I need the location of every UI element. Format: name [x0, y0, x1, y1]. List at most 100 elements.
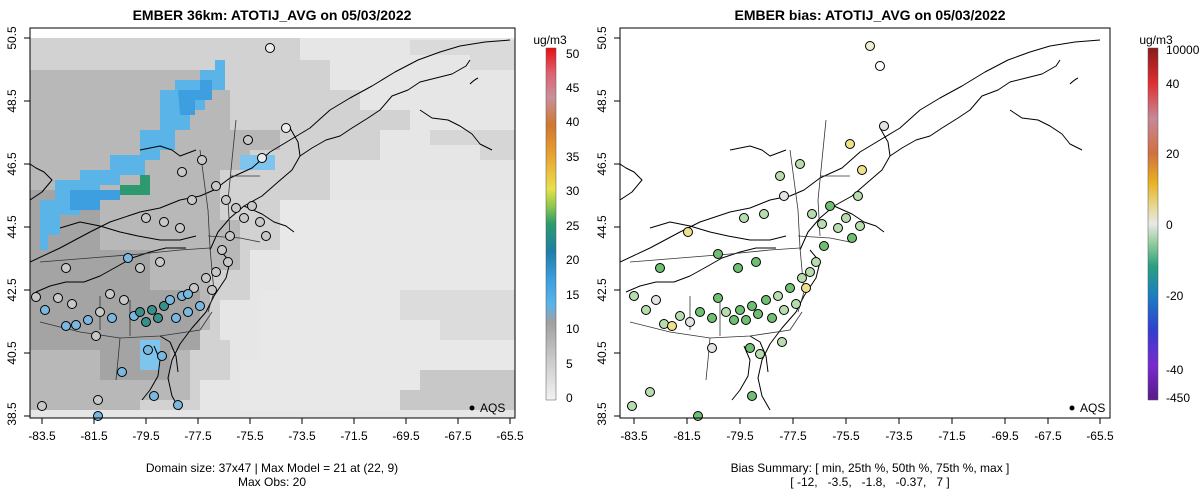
bias-marker: [795, 159, 805, 169]
aqs-marker: [261, 231, 271, 241]
bias-marker: [865, 41, 875, 51]
aqs-marker: [239, 213, 249, 223]
bias-marker: [805, 267, 815, 277]
x-tick-label: -73.5: [288, 429, 316, 443]
bias-marker: [811, 257, 821, 267]
aqs-marker: [211, 181, 221, 191]
aqs-marker: [165, 295, 175, 305]
aqs-marker: [189, 283, 199, 293]
colorbar-tick: 35: [566, 150, 580, 164]
bias-marker: [667, 321, 677, 331]
right-legend-label: AQS: [1080, 401, 1105, 415]
bias-marker: [713, 249, 723, 259]
bias-marker: [767, 313, 777, 323]
right-map-lines: [620, 39, 1101, 411]
y-tick-label: 46.5: [5, 152, 19, 176]
bias-marker: [845, 139, 855, 149]
bias-marker: [753, 309, 763, 319]
bias-marker: [759, 209, 769, 219]
left-panel: EMBER 36km: ATOTIJ_AVG on 05/03/2022: [5, 7, 580, 489]
aqs-marker: [149, 391, 159, 401]
aqs-marker: [37, 401, 47, 411]
bias-marker: [807, 209, 817, 219]
bias-marker: [675, 311, 685, 321]
bias-marker: [695, 307, 705, 317]
aqs-marker: [159, 217, 169, 227]
aqs-marker: [153, 313, 163, 323]
x-tick-label: -83.5: [28, 429, 56, 443]
aqs-marker: [195, 301, 205, 311]
aqs-marker: [61, 263, 71, 273]
aqs-marker: [177, 167, 187, 177]
bias-marker: [741, 315, 751, 325]
y-tick-label: 38.5: [595, 402, 609, 426]
x-tick-label: -75.5: [832, 429, 860, 443]
x-tick-label: -79.5: [132, 429, 160, 443]
aqs-marker: [159, 301, 169, 311]
left-x-axis: -83.5 -81.5 -79.5 -77.5 -75.5 -73.5 -71.…: [28, 418, 524, 443]
left-y-axis: 50.5 48.5 46.5 44.5 42.5 40.5 38.5: [5, 26, 30, 426]
colorbar-ramp: [1147, 47, 1159, 401]
bias-marker: [847, 233, 857, 243]
aqs-marker: [157, 351, 167, 361]
aqs-marker: [255, 217, 265, 227]
aqs-marker: [207, 285, 217, 295]
colorbar-tick: 0: [566, 391, 573, 405]
colorbar-tick: 45: [566, 81, 580, 95]
bias-marker: [745, 343, 755, 353]
bias-marker: [735, 305, 745, 315]
colorbar-tick: 15: [566, 288, 580, 302]
bias-marker: [785, 283, 795, 293]
bias-marker: [779, 305, 789, 315]
aqs-marker: [183, 307, 193, 317]
colorbar-tick: 5: [566, 357, 573, 371]
x-tick-label: -71.5: [938, 429, 966, 443]
bias-marker: [855, 221, 865, 231]
aqs-marker: [211, 267, 221, 277]
left-model-field: [30, 28, 515, 418]
aqs-marker: [83, 315, 93, 325]
aqs-marker: [91, 331, 101, 341]
colorbar-ramp: [545, 47, 557, 401]
aqs-marker: [223, 257, 233, 267]
colorbar-tick: -450: [1166, 391, 1190, 405]
bias-marker: [817, 219, 827, 229]
x-tick-label: -77.5: [779, 429, 807, 443]
aqs-marker: [187, 195, 197, 205]
colorbar-unit: ug/m3: [533, 33, 567, 47]
y-tick-label: 42.5: [595, 278, 609, 302]
y-tick-label: 42.5: [5, 278, 19, 302]
colorbar-tick: 20: [1166, 147, 1180, 161]
bias-marker: [707, 313, 717, 323]
x-tick-label: -77.5: [184, 429, 212, 443]
bias-marker: [713, 293, 723, 303]
aqs-marker: [197, 155, 207, 165]
y-tick-label: 40.5: [5, 341, 19, 365]
bias-marker: [641, 305, 651, 315]
aqs-marker: [231, 203, 241, 213]
x-tick-label: -75.5: [236, 429, 264, 443]
bias-marker: [833, 223, 843, 233]
aqs-marker: [217, 245, 227, 255]
y-tick-label: 38.5: [5, 402, 19, 426]
aqs-marker: [243, 135, 253, 145]
bias-marker: [761, 295, 771, 305]
colorbar-tick: 10: [566, 322, 580, 336]
y-tick-label: 50.5: [595, 26, 609, 50]
aqs-marker: [171, 313, 181, 323]
x-tick-label: -81.5: [80, 429, 108, 443]
aqs-marker: [95, 307, 105, 317]
colorbar-tick: 25: [566, 219, 580, 233]
left-legend-label: AQS: [480, 401, 505, 415]
aqs-marker: [107, 313, 117, 323]
left-colorbar: ug/m3 50 45 40 35 30 25 20 15 10 5 0: [533, 33, 579, 405]
x-tick-label: -79.5: [726, 429, 754, 443]
bias-marker: [707, 343, 717, 353]
bias-marker: [841, 213, 851, 223]
x-tick-label: -81.5: [673, 429, 701, 443]
aqs-marker: [67, 299, 77, 309]
bias-marker: [651, 295, 661, 305]
aqs-marker: [135, 263, 145, 273]
aqs-marker: [93, 411, 103, 421]
bias-marker: [853, 191, 863, 201]
